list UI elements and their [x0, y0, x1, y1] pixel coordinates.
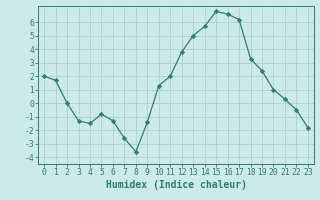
X-axis label: Humidex (Indice chaleur): Humidex (Indice chaleur) — [106, 180, 246, 190]
